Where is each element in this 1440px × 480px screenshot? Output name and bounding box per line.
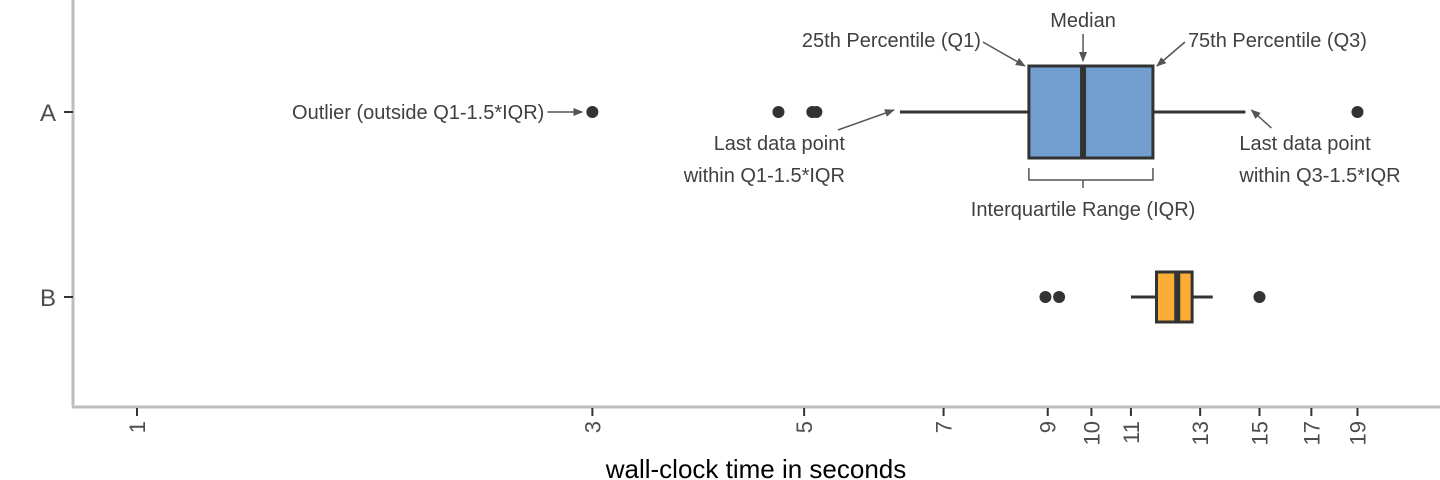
x-tick-label-17: 17 (1299, 421, 1324, 445)
annotation-q3-label: 75th Percentile (Q3) (1188, 30, 1367, 52)
annotation-outlier-label: Outlier (outside Q1-1.5*IQR) (292, 102, 544, 124)
annotation-last-low-line2: within Q1-1.5*IQR (683, 165, 845, 187)
annotation-q3-arrow (1156, 41, 1186, 67)
annotation-last-high-line2: within Q3-1.5*IQR (1238, 165, 1400, 187)
iqr-box-A (1027, 64, 1155, 160)
x-tick-label-9: 9 (1036, 421, 1061, 433)
outlier-point-A-1 (772, 106, 785, 118)
annotation-q1-label: 25th Percentile (Q1) (802, 30, 981, 52)
x-tick-label-15: 15 (1247, 421, 1272, 445)
x-tick-label-19: 19 (1345, 421, 1370, 445)
x-tick-label-5: 5 (792, 421, 817, 433)
x-axis-ticks: 1 3 5 7 9 10 11 13 15 17 19 (125, 408, 1370, 445)
outlier-point-B-2 (1253, 291, 1266, 303)
box-series (586, 64, 1364, 324)
outlier-point-A-4 (1351, 106, 1364, 118)
box-B (1039, 270, 1266, 324)
x-tick-label-7: 7 (932, 421, 957, 433)
outlier-point-A-0 (586, 106, 599, 118)
annotation-last-low-line1: Last data point (714, 133, 846, 155)
annotation-iqr-label: Interquartile Range (IQR) (971, 199, 1196, 221)
x-tick-label-10: 10 (1079, 421, 1104, 445)
annotation-median-label: Median (1050, 10, 1116, 32)
annotation-last-high-arrow (1250, 109, 1272, 129)
annotation-iqr-bracket (1028, 168, 1154, 181)
x-tick-label-1: 1 (125, 421, 150, 433)
x-axis-title: wall-clock time in seconds (605, 454, 907, 480)
annotation-q1-arrow (982, 41, 1026, 67)
y-category-label-B: B (40, 285, 56, 312)
annotations: Median 25th Percentile (Q1) 75th Percentil… (292, 10, 1401, 221)
outlier-point-B-1 (1053, 291, 1066, 303)
y-category-label-A: A (40, 100, 56, 127)
box-A (586, 64, 1364, 160)
annotation-last-low-arrow (837, 109, 895, 131)
x-tick-label-3: 3 (580, 421, 605, 433)
outlier-point-B-0 (1039, 291, 1052, 303)
x-tick-label-11: 11 (1119, 421, 1144, 444)
x-tick-label-13: 13 (1188, 421, 1213, 445)
annotation-last-high-line1: Last data point (1239, 133, 1371, 155)
y-axis-categories: AB (40, 100, 73, 312)
outlier-point-A-3 (810, 106, 823, 118)
